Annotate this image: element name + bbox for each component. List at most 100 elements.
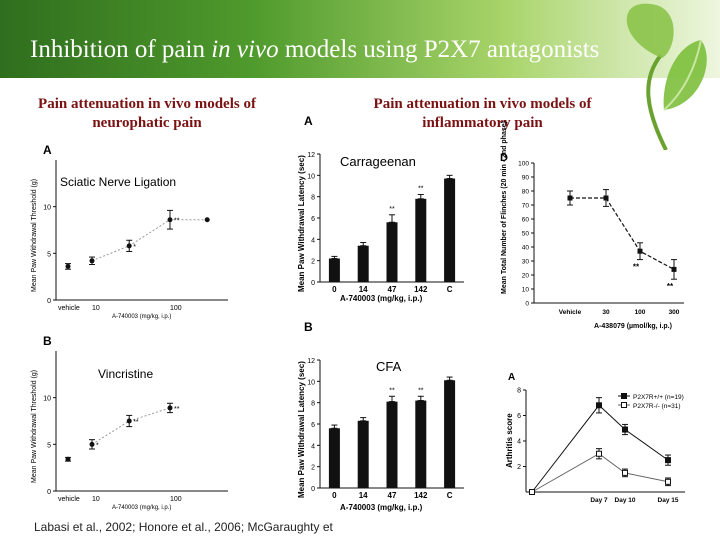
x-axis-label: A-438079 (µmol/kg, i.p.) bbox=[594, 323, 672, 330]
y-tick-label: 10 bbox=[307, 379, 315, 386]
bar bbox=[386, 222, 398, 282]
significance-mark: ** bbox=[133, 419, 139, 426]
y-tick-label: 6 bbox=[311, 216, 315, 223]
y-tick-label: 2 bbox=[311, 259, 315, 266]
y-axis-label: Arthritis score bbox=[505, 413, 514, 468]
x-tick-label: 142 bbox=[414, 285, 428, 294]
data-point bbox=[167, 217, 173, 223]
vehicle-label: vehicle bbox=[58, 305, 80, 312]
y-tick-label: 10 bbox=[43, 205, 51, 212]
y-tick-label: 8 bbox=[517, 388, 521, 395]
x-tick-label: 10 bbox=[92, 305, 100, 312]
chart-title: CFA bbox=[376, 359, 402, 374]
x-tick-label: 300 bbox=[669, 309, 680, 316]
bar bbox=[415, 198, 427, 282]
bar bbox=[386, 401, 398, 488]
significance-mark: * bbox=[96, 442, 99, 449]
dose-response-line bbox=[91, 219, 208, 262]
y-tick-label: 6 bbox=[311, 422, 315, 429]
data-point bbox=[603, 195, 609, 201]
panel-letter: A bbox=[508, 372, 515, 383]
x-tick-label: 100 bbox=[635, 309, 646, 316]
chart-title: Carrageenan bbox=[340, 154, 416, 169]
panel-letter: D bbox=[500, 152, 508, 164]
x-tick-label: 142 bbox=[414, 491, 428, 500]
chart-title: Vincristine bbox=[98, 367, 153, 381]
legend-label: P2X7R+/+ (n=19) bbox=[633, 394, 684, 401]
data-point bbox=[126, 418, 132, 424]
x-tick-label: 47 bbox=[388, 491, 397, 500]
x-tick-label: Day 15 bbox=[658, 497, 679, 504]
data-point bbox=[596, 450, 602, 457]
plot-area: 0 2 4 6 8 10 12 0 14 ** 47 ** 142 C bbox=[307, 152, 464, 294]
title-banner bbox=[0, 0, 720, 78]
y-tick-label: 5 bbox=[47, 251, 51, 258]
x-tick-label: C bbox=[447, 285, 453, 294]
x-tick-label: 14 bbox=[359, 491, 368, 500]
x-tick-label: Day 10 bbox=[615, 497, 636, 504]
bar bbox=[357, 420, 369, 488]
plot-area: 0 10 20 30 40 50 60 70 80 90 100 Vehicle 30 ** 100 ** 30… bbox=[518, 161, 684, 316]
y-tick-label: 30 bbox=[522, 259, 530, 266]
y-tick-label: 4 bbox=[517, 439, 521, 446]
y-tick-label: 12 bbox=[307, 358, 315, 365]
data-point bbox=[89, 441, 95, 447]
bar bbox=[328, 428, 340, 488]
x-axis-label: A-740003 (mg/kg, i.p.) bbox=[112, 314, 171, 320]
bar bbox=[328, 258, 340, 282]
y-tick-label: 8 bbox=[311, 401, 315, 408]
y-tick-label: 2 bbox=[517, 464, 521, 471]
vehicle-point bbox=[65, 456, 71, 462]
data-point bbox=[637, 248, 643, 254]
x-tick-label: Day 7 bbox=[590, 497, 608, 504]
y-tick-label: 12 bbox=[307, 152, 315, 159]
neuropathic-heading: Pain attenuation in vivo models of neuro… bbox=[38, 96, 256, 131]
y-tick-label: 4 bbox=[311, 237, 315, 244]
significance-mark: ** bbox=[389, 206, 395, 213]
y-axis-label: Mean Paw Withdrawal Latency (sec) bbox=[297, 361, 306, 498]
bar bbox=[444, 178, 456, 282]
y-axis-label: Mean Total Number of Flinches (20 min - … bbox=[501, 121, 508, 294]
x-tick-label: 30 bbox=[602, 309, 610, 316]
formalin-chart: D Mean Total Number of Flinches (20 min … bbox=[500, 121, 684, 330]
data-point bbox=[529, 489, 535, 495]
y-tick-label: 100 bbox=[518, 161, 529, 168]
plot-area: 0 2 4 6 8 10 12 0 14 ** 47 ** 142 C bbox=[307, 358, 464, 500]
x-tick-label: 10 bbox=[92, 496, 100, 503]
y-tick-label: 0 bbox=[311, 486, 315, 493]
plot-area: 2 4 6 8 Day 7 Day 10 Day 15 bbox=[517, 388, 685, 504]
x-tick-label: 0 bbox=[332, 285, 337, 294]
significance-mark: ** bbox=[633, 263, 640, 272]
cfa-chart: B CFA Mean Paw Withdrawal Latency (sec) … bbox=[297, 320, 464, 512]
y-tick-label: 20 bbox=[522, 273, 530, 280]
data-point bbox=[622, 426, 628, 433]
y-axis-label: Mean Paw Withdrawal Threshold (g) bbox=[31, 179, 38, 292]
y-tick-label: 90 bbox=[522, 175, 530, 182]
sciatic-chart: A Sciatic Nerve Ligation Mean Paw Withdr… bbox=[31, 143, 228, 320]
y-tick-label: 70 bbox=[522, 203, 530, 210]
y-tick-label: 4 bbox=[311, 443, 315, 450]
x-tick-label: 0 bbox=[332, 491, 337, 500]
significance-mark: ** bbox=[174, 218, 180, 225]
x-axis-label: A-740003 (mg/kg, i.p.) bbox=[340, 503, 423, 512]
slide-title: Inhibition of pain in vivo models using … bbox=[30, 36, 600, 63]
x-axis-label: A-740003 (mg/kg, i.p.) bbox=[340, 294, 423, 303]
inflammatory-heading: Pain attenuation in vivo models of infla… bbox=[373, 96, 592, 131]
x-tick-label: C bbox=[447, 491, 453, 500]
panel-letter: A bbox=[43, 143, 52, 157]
y-tick-label: 80 bbox=[522, 189, 530, 196]
carrageenan-chart: A Carrageenan Mean Paw Withdrawal Latenc… bbox=[297, 114, 464, 303]
y-tick-label: 0 bbox=[47, 298, 51, 305]
y-tick-label: 0 bbox=[311, 280, 315, 287]
data-point bbox=[665, 478, 671, 485]
axes bbox=[55, 351, 228, 492]
x-axis-label: A-740003 (mg/kg, i.p.) bbox=[112, 505, 171, 511]
significance-mark: ** bbox=[174, 406, 180, 413]
x-tick-label: 100 bbox=[170, 496, 182, 503]
significance-mark: ** bbox=[389, 387, 395, 394]
chart-title: Sciatic Nerve Ligation bbox=[60, 175, 176, 189]
x-tick-label: 14 bbox=[359, 285, 368, 294]
series-line bbox=[531, 453, 669, 493]
